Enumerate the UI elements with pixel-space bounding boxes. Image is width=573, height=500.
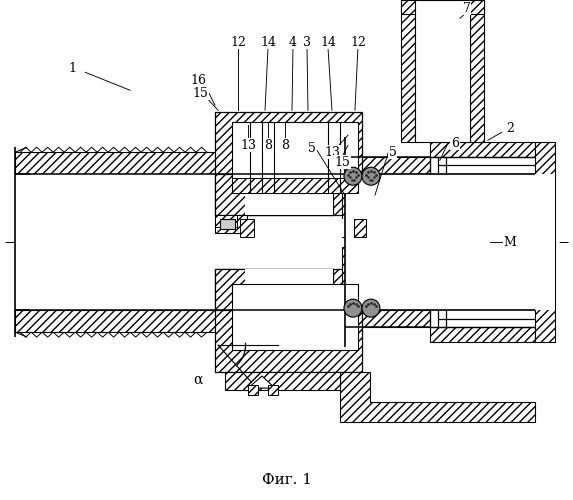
Polygon shape xyxy=(15,152,345,174)
Text: 14: 14 xyxy=(260,36,276,49)
Polygon shape xyxy=(248,385,258,395)
Bar xyxy=(245,269,333,310)
Polygon shape xyxy=(240,219,254,237)
Text: α: α xyxy=(193,373,203,387)
Polygon shape xyxy=(401,0,484,14)
Text: 8: 8 xyxy=(281,138,289,151)
Bar xyxy=(15,174,345,310)
Text: 15: 15 xyxy=(192,87,208,100)
Polygon shape xyxy=(215,215,237,227)
Polygon shape xyxy=(225,372,340,390)
Polygon shape xyxy=(345,142,535,174)
Bar xyxy=(245,174,333,215)
Bar xyxy=(415,0,470,142)
Text: 6: 6 xyxy=(451,136,459,149)
Polygon shape xyxy=(345,310,535,342)
Polygon shape xyxy=(215,112,362,215)
Polygon shape xyxy=(342,166,362,237)
Bar xyxy=(345,174,555,310)
Text: 5: 5 xyxy=(308,142,316,154)
Text: 2: 2 xyxy=(506,122,514,135)
Text: M: M xyxy=(504,236,516,248)
Circle shape xyxy=(362,299,380,317)
Text: 14: 14 xyxy=(320,36,336,49)
Text: 4: 4 xyxy=(289,36,297,49)
Polygon shape xyxy=(215,174,333,215)
Text: 13: 13 xyxy=(240,138,256,151)
Polygon shape xyxy=(215,269,333,310)
Polygon shape xyxy=(340,372,535,422)
Circle shape xyxy=(344,167,362,185)
Polygon shape xyxy=(232,178,358,193)
Circle shape xyxy=(362,167,380,185)
Text: 7: 7 xyxy=(463,2,471,15)
Polygon shape xyxy=(15,310,345,332)
Text: 8: 8 xyxy=(264,138,272,151)
Polygon shape xyxy=(248,376,275,388)
Bar xyxy=(232,284,358,350)
Polygon shape xyxy=(401,0,415,142)
Polygon shape xyxy=(354,219,366,237)
Text: Фиг. 1: Фиг. 1 xyxy=(261,473,312,487)
Polygon shape xyxy=(215,269,362,372)
Bar xyxy=(254,219,354,237)
Text: 5: 5 xyxy=(389,146,397,158)
Text: 15: 15 xyxy=(334,156,350,168)
Bar xyxy=(232,122,358,193)
Text: 3: 3 xyxy=(303,36,311,49)
Bar xyxy=(220,219,235,229)
Polygon shape xyxy=(470,0,484,142)
Circle shape xyxy=(344,299,362,317)
Text: 12: 12 xyxy=(350,36,366,49)
Polygon shape xyxy=(535,142,555,342)
Polygon shape xyxy=(268,385,278,395)
Polygon shape xyxy=(342,247,362,318)
Text: 16: 16 xyxy=(190,74,206,87)
Text: 1: 1 xyxy=(68,62,76,75)
Text: 13: 13 xyxy=(324,146,340,158)
Text: 12: 12 xyxy=(230,36,246,49)
Polygon shape xyxy=(215,215,247,233)
